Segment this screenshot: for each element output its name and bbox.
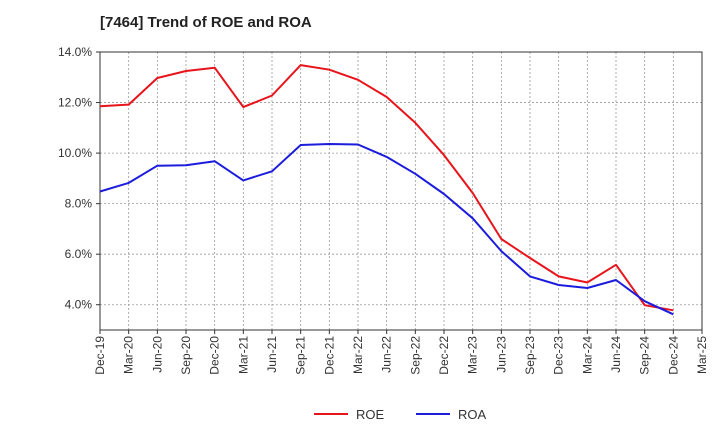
x-tick-label: Dec-22 <box>437 336 451 375</box>
legend-label-roe: ROE <box>356 407 385 422</box>
x-tick-label: Sep-21 <box>294 336 308 375</box>
axis-layer: 4.0% 6.0% 8.0% 10.0% 12.0% 14.0% Dec-19 Mar-20 J… <box>58 45 709 375</box>
chart-title: [7464] Trend of ROE and ROA <box>100 14 312 31</box>
x-tick-label: Mar-25 <box>695 336 709 374</box>
x-tick-label: Dec-24 <box>666 336 680 375</box>
series-line-roa <box>99 143 674 316</box>
y-tick-label: 14.0% <box>58 45 92 59</box>
x-tick-label: Sep-24 <box>638 336 652 375</box>
x-tick-label: Dec-20 <box>208 336 222 375</box>
legend: ROE ROA <box>314 407 487 422</box>
legend-label-roa: ROA <box>458 407 487 422</box>
series-layer <box>99 64 674 316</box>
y-tick-label: 6.0% <box>65 247 93 261</box>
grid-layer <box>100 52 702 330</box>
series-line-roe <box>99 64 674 312</box>
y-tick-label: 4.0% <box>65 298 93 312</box>
x-tick-label: Jun-21 <box>265 336 279 373</box>
x-tick-label: Jun-24 <box>609 336 623 373</box>
x-tick-label: Dec-21 <box>322 336 336 375</box>
y-tick-label: 10.0% <box>58 146 92 160</box>
x-tick-label: Mar-23 <box>466 336 480 374</box>
x-tick-label: Jun-20 <box>150 336 164 373</box>
y-tick-label: 8.0% <box>65 197 93 211</box>
x-tick-label: Mar-21 <box>236 336 250 374</box>
plot-area-border <box>99 51 703 331</box>
x-tick-label: Jun-23 <box>494 336 508 373</box>
x-tick-label: Jun-22 <box>380 336 394 373</box>
y-tick-label: 12.0% <box>58 96 92 110</box>
x-tick-label: Mar-22 <box>351 336 365 374</box>
x-tick-label: Mar-20 <box>122 336 136 374</box>
x-tick-label: Mar-24 <box>580 336 594 374</box>
x-tick-label: Dec-23 <box>552 336 566 375</box>
x-tick-label: Sep-23 <box>523 336 537 375</box>
x-tick-label: Dec-19 <box>93 336 107 375</box>
x-tick-label: Sep-22 <box>408 336 422 375</box>
x-tick-label: Sep-20 <box>179 336 193 375</box>
